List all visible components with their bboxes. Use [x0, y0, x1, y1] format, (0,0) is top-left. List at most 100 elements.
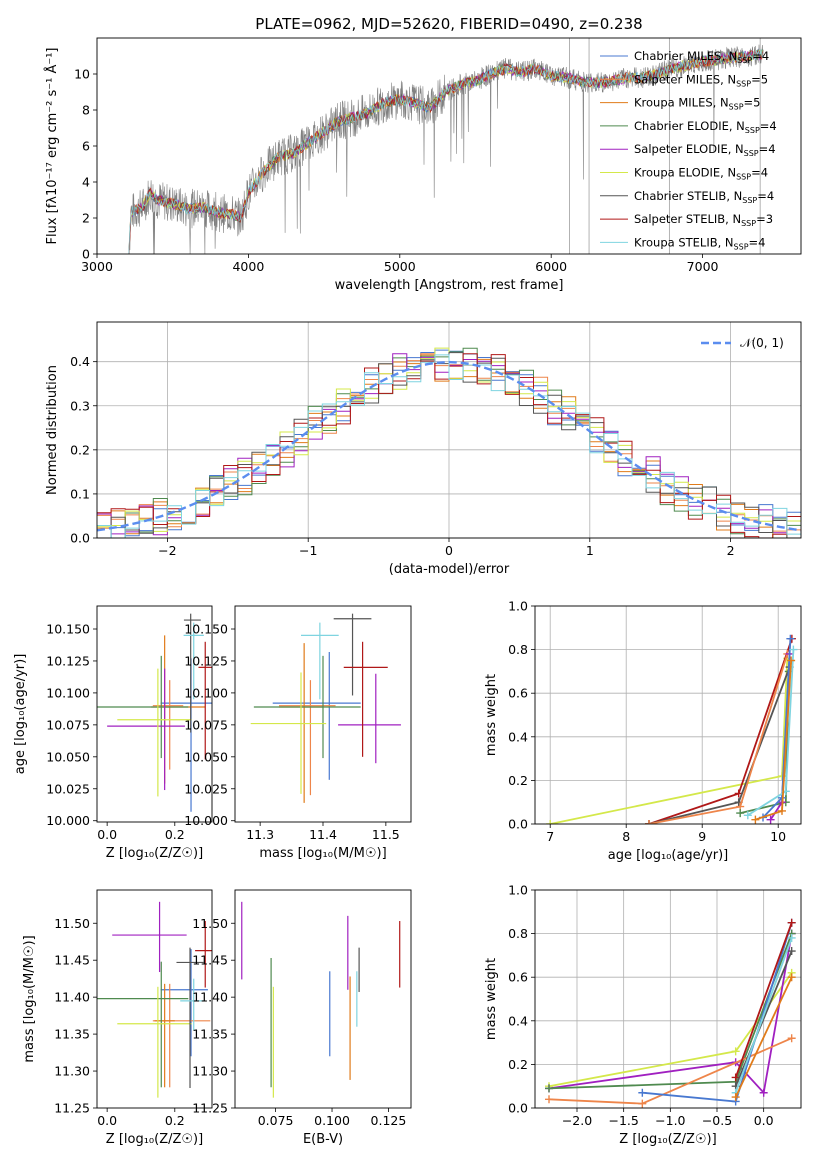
- legend-value: =5: [751, 72, 768, 86]
- weight-marker: [778, 806, 786, 815]
- normal-curve: [97, 360, 801, 532]
- legend-label: Kroupa STELIB, NSSP=4: [634, 235, 765, 251]
- x-tick-label: 3000: [81, 259, 113, 274]
- x-tick-label: 0.075: [258, 1113, 294, 1128]
- y-tick-label: 0.2: [508, 773, 528, 788]
- legend-value: =5: [744, 96, 761, 110]
- y-tick-label: 1.0: [508, 599, 528, 614]
- legend: Chabrier MILES, NSSP=4 Salpeter MILES, NS…: [600, 49, 777, 251]
- x-tick-label: −0.5: [702, 1113, 732, 1128]
- y-tick-label: 11.45: [192, 953, 228, 968]
- y-tick-label: 11.40: [54, 990, 90, 1005]
- model-line-kroupa-stelib: [128, 49, 763, 254]
- figure-title: PLATE=0962, MJD=52620, FIBERID=0490, z=0…: [255, 15, 642, 33]
- x-axis-label: mass [log₁₀(M/M☉)]: [259, 846, 386, 861]
- y-tick-label: 10.025: [184, 781, 228, 796]
- legend-label: Chabrier STELIB, NSSP=4: [634, 189, 774, 205]
- weight-marker: [736, 809, 745, 818]
- y-tick-label: 0.4: [508, 729, 528, 744]
- x-axis-label: age [log₁₀(age/yr)]: [608, 848, 729, 863]
- axes-frame: [96, 37, 802, 255]
- x-tick-label: 1: [586, 543, 594, 558]
- y-tick-label: 11.50: [192, 916, 228, 931]
- x-axis-label: E(B-V): [303, 1132, 343, 1147]
- legend-label: Chabrier MILES, NSSP=4: [634, 49, 769, 65]
- weight-marker: [759, 1088, 768, 1097]
- y-tick-label: 0.4: [508, 1013, 528, 1028]
- x-tick-label: 0.0: [97, 827, 117, 842]
- y-axis-label: Flux [fλ10⁻¹⁷ erg cm⁻² s⁻¹ Å⁻¹]: [44, 48, 60, 245]
- axes-frame: [234, 889, 412, 1109]
- plot-area: [546, 634, 798, 824]
- y-tick-label: 0.2: [70, 442, 90, 457]
- legend-label: Kroupa MILES, NSSP=5: [634, 96, 760, 112]
- y-tick-label: 10.125: [46, 653, 90, 668]
- weight-line-salpeter-stelib: [734, 922, 793, 1078]
- y-tick-label: 10.150: [184, 622, 228, 637]
- x-tick-label: −1: [299, 543, 317, 558]
- y-tick-label: 2: [82, 211, 90, 226]
- weight-marker: [787, 973, 796, 982]
- y-tick-label: 11.35: [54, 1027, 90, 1042]
- y-tick-label: 11.30: [192, 1064, 228, 1079]
- x-tick-label: 7000: [687, 259, 719, 274]
- y-tick-label: 10: [74, 67, 90, 82]
- x-tick-label: 2: [727, 543, 735, 558]
- y-tick-label: 11.30: [54, 1064, 90, 1079]
- panel-spectrum: 3000 4000 5000 6000 7000 0 2 4 6 8 10 wavelength [A…: [44, 37, 802, 293]
- legend-value: =4: [760, 119, 777, 133]
- legend-value: =4: [759, 142, 776, 156]
- legend-subscript: SSP: [744, 149, 759, 158]
- x-tick-label: 5000: [384, 259, 416, 274]
- legend: 𝒩(0, 1): [701, 336, 784, 350]
- legend-subscript: SSP: [737, 56, 752, 65]
- x-tick-label: 6000: [535, 259, 567, 274]
- x-tick-label: −1.5: [608, 1113, 638, 1128]
- y-tick-label: 0: [82, 247, 90, 262]
- weight-marker: [546, 820, 555, 824]
- weight-marker: [645, 820, 653, 824]
- x-tick-label: 0.2: [165, 1113, 185, 1128]
- weight-line-kroupa-miles: [734, 976, 793, 1098]
- y-axis-label: mass weight: [484, 958, 499, 1040]
- y-tick-label: 11.35: [192, 1027, 228, 1042]
- legend-value: =4: [752, 49, 769, 63]
- panel-residuals: −2 −1 0 1 2 0.0 0.1 0.2 0.3 0.4 (data-model)/error…: [45, 321, 802, 577]
- panel-mass-weight-vs-age: 7 8 9 10 0.0 0.2 0.4 0.6 0.8 1.0 age [log₁₀(age/yr…: [484, 599, 802, 863]
- axes-frame: [96, 889, 213, 1109]
- weight-line-kroupa-elodie: [550, 658, 789, 824]
- x-tick-label: 0.100: [314, 1113, 350, 1128]
- panel-age-vs-mass: 11.3 11.4 11.5 10.000 10.025 10.050 10.075 10.1…: [184, 605, 412, 861]
- legend-subscript: SSP: [741, 219, 756, 228]
- legend-subscript: SSP: [729, 103, 744, 112]
- x-tick-label: 0.2: [165, 827, 185, 842]
- y-tick-label: 10.150: [46, 622, 90, 637]
- y-tick-label: 10.025: [46, 781, 90, 796]
- x-tick-label: 8: [622, 829, 630, 844]
- plot-area: [250, 613, 401, 803]
- y-axis-label: age [log₁₀(age/yr)]: [13, 654, 28, 775]
- y-axis-label: mass [log₁₀(M/M☉)]: [22, 935, 37, 1062]
- weight-marker: [743, 811, 752, 820]
- axes-frame: [534, 889, 802, 1109]
- panel-age-vs-Z: 0.0 0.2 10.000 10.025 10.050 10.075 10.100 10.1…: [13, 605, 213, 861]
- legend-subscript: SSP: [736, 79, 751, 88]
- weight-line-kroupa-stelib: [734, 937, 793, 1094]
- panel-mass-vs-Z: 0.0 0.2 11.25 11.30 11.35 11.40 11.45 11.50 Z [l…: [22, 889, 213, 1147]
- y-tick-label: 8: [82, 103, 90, 118]
- y-tick-label: 4: [82, 175, 90, 190]
- y-tick-label: 11.40: [192, 990, 228, 1005]
- y-tick-label: 0.4: [70, 354, 90, 369]
- legend-value: =4: [749, 235, 766, 249]
- x-tick-label: −1.0: [655, 1113, 685, 1128]
- weight-marker: [766, 815, 775, 824]
- y-tick-label: 0.6: [508, 970, 528, 985]
- weight-marker: [787, 947, 796, 956]
- plot-area: [241, 901, 401, 1098]
- legend-subscript: SSP: [736, 173, 751, 182]
- legend-value: =3: [756, 212, 773, 226]
- x-tick-label: −2.0: [562, 1113, 592, 1128]
- x-tick-label: 11.4: [309, 827, 337, 842]
- y-tick-label: 10.000: [184, 813, 228, 828]
- weight-marker: [545, 1095, 553, 1104]
